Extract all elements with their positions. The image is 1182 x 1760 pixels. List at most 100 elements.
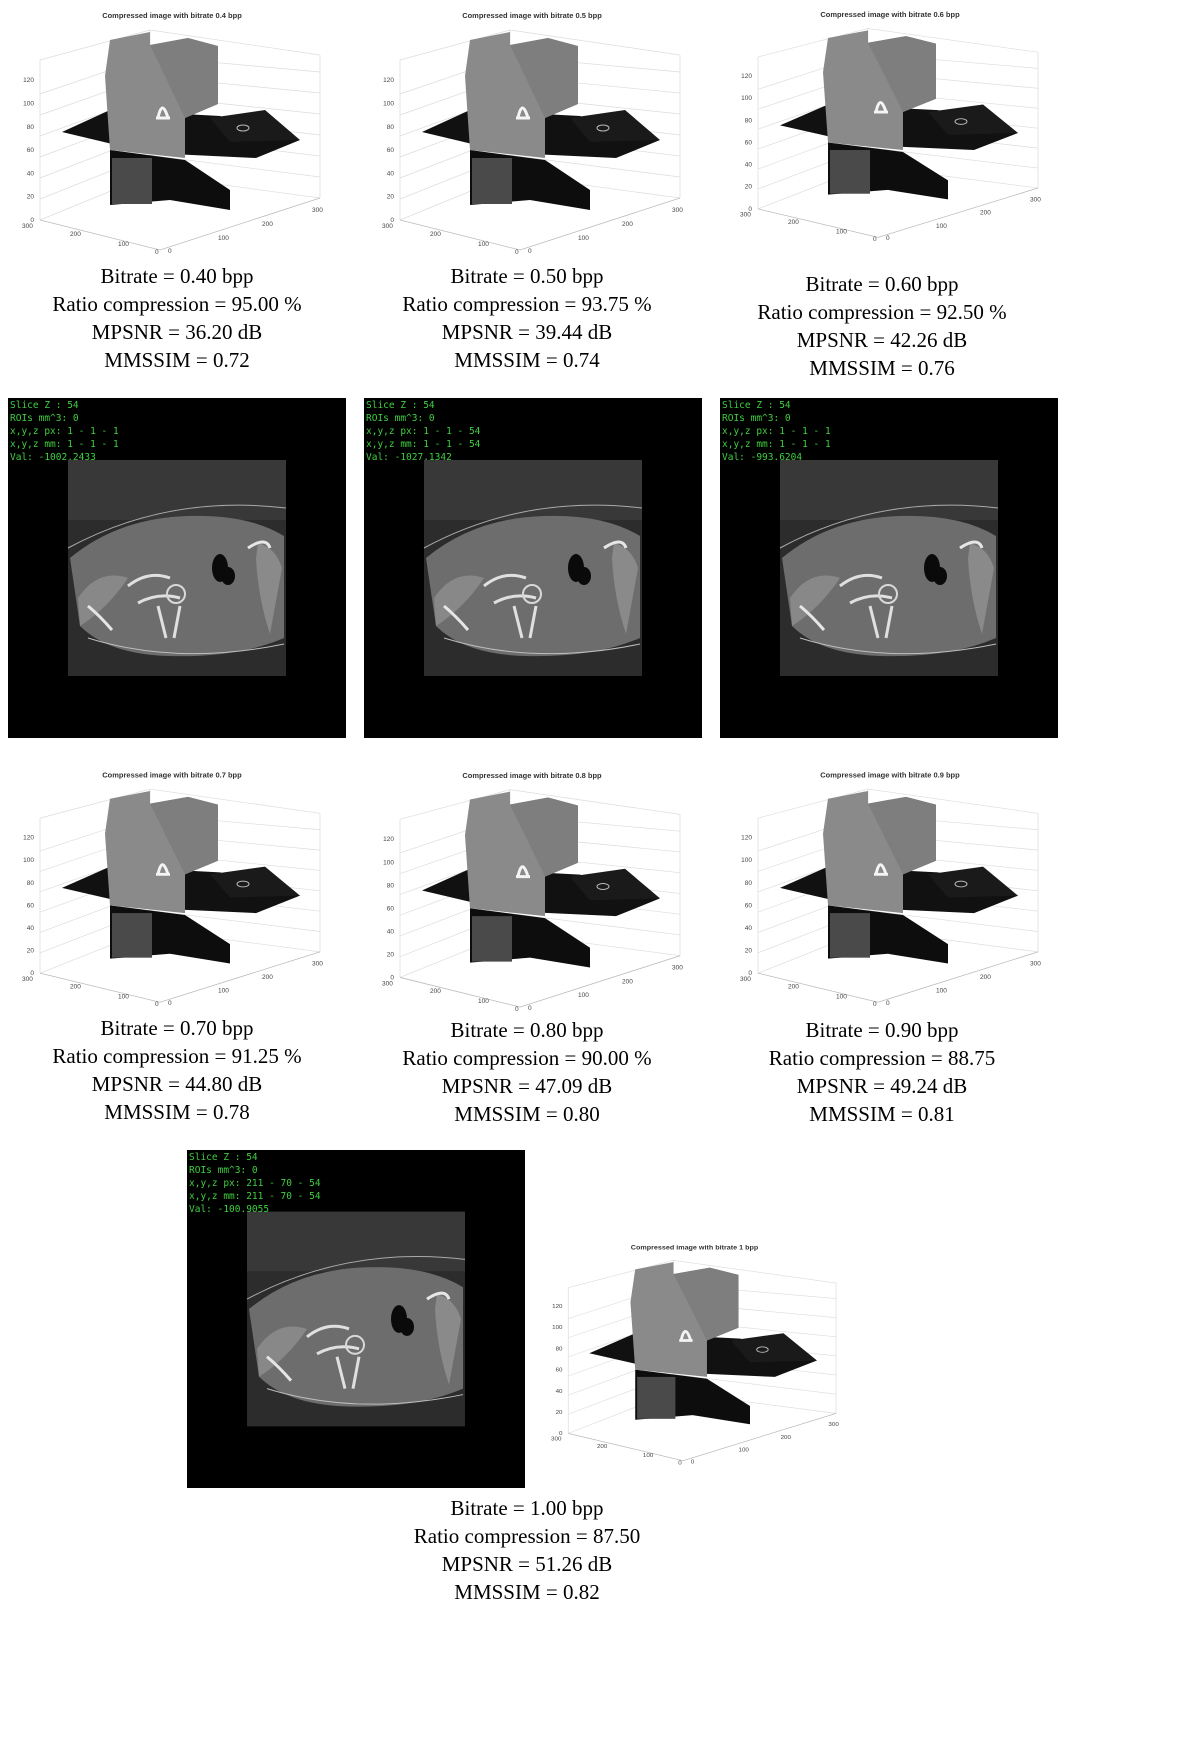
horizontal-slice-right bbox=[210, 866, 300, 898]
spine-highlight bbox=[874, 863, 888, 876]
ct-overlay-px: x,y,z px: 1 - 1 - 1 bbox=[10, 426, 119, 437]
grid-line bbox=[39, 910, 321, 954]
ct-overlay-slice: Slice Z : 54 bbox=[189, 1152, 258, 1163]
y-tick-label: 200 bbox=[788, 219, 799, 226]
y-tick-label: 200 bbox=[70, 984, 81, 991]
z-tick-label: 80 bbox=[745, 117, 753, 124]
slice-texture bbox=[637, 1376, 676, 1419]
slice-texture bbox=[112, 913, 152, 958]
spine-highlight bbox=[156, 106, 170, 120]
slice-feature bbox=[236, 880, 250, 888]
x-tick-label: 0 bbox=[886, 235, 890, 242]
x-tick-label: 300 bbox=[672, 207, 683, 214]
slice-texture bbox=[830, 913, 870, 958]
slice-texture bbox=[830, 150, 870, 194]
grid-line bbox=[757, 910, 1039, 954]
caption-mpsnr: MPSNR = 42.26 dB bbox=[796, 328, 968, 352]
y-tick-label: 100 bbox=[478, 998, 489, 1005]
z-tick-label: 0 bbox=[30, 217, 34, 224]
y-tick-label: 200 bbox=[788, 984, 799, 991]
caption-ratio: Ratio compression = 90.00 % bbox=[402, 1046, 652, 1070]
volume-plot-0: Compressed image with bitrate 0.4 bpp 0 20… bbox=[0, 0, 345, 258]
plot-title: Compressed image with bitrate 0.8 bpp bbox=[462, 771, 602, 780]
rib-highlight bbox=[799, 540, 984, 631]
ct-overlay: Slice Z : 54 ROIs mm^3: 0 x,y,z px: 1 - 1 … bbox=[366, 399, 480, 464]
z-tick-label: 20 bbox=[556, 1410, 564, 1416]
ct-image bbox=[779, 460, 999, 676]
ct-overlay-mm: x,y,z mm: 1 - 1 - 54 bbox=[366, 439, 481, 450]
vertical-slice-face bbox=[510, 797, 578, 877]
spine-highlight bbox=[874, 101, 888, 114]
ct-image bbox=[67, 460, 287, 676]
x-tick-label: 0 bbox=[168, 248, 172, 255]
slice-texture bbox=[472, 158, 512, 204]
x-tick-label: 200 bbox=[622, 221, 633, 228]
ct-overlay-rois: ROIs mm^3: 0 bbox=[722, 413, 791, 424]
y-tick-label: 200 bbox=[70, 231, 81, 238]
ct-overlay-slice: Slice Z : 54 bbox=[10, 400, 79, 411]
spine-highlight bbox=[679, 1330, 693, 1342]
caption-bitrate: Bitrate = 0.60 bpp bbox=[805, 272, 959, 296]
ct-overlay-val: Val: -1027.1342 bbox=[366, 452, 452, 463]
bone-structure bbox=[839, 573, 894, 639]
z-tick-label: 60 bbox=[387, 147, 395, 154]
z-tick-label: 80 bbox=[556, 1346, 564, 1352]
x-tick-label: 100 bbox=[218, 235, 229, 242]
ct-overlay-val: Val: -993.6204 bbox=[722, 452, 803, 463]
caption-mmssim: MMSSIM = 0.81 bbox=[809, 1102, 955, 1126]
y-tick-label: 300 bbox=[740, 212, 751, 219]
z-tick-label: 40 bbox=[556, 1389, 564, 1395]
z-tick-label: 60 bbox=[745, 140, 753, 147]
horizontal-slice-right bbox=[928, 866, 1018, 898]
z-tick-label: 120 bbox=[552, 1304, 563, 1310]
z-tick-label: 40 bbox=[27, 170, 35, 177]
ct-overlay-val: Val: -100.9055 bbox=[189, 1204, 270, 1215]
ct-overlay-mm: x,y,z mm: 1 - 1 - 1 bbox=[10, 439, 119, 450]
plot-title: Compressed image with bitrate 0.9 bpp bbox=[820, 771, 960, 780]
x-tick-label: 300 bbox=[1030, 961, 1041, 968]
vertical-slice-face bbox=[150, 38, 218, 118]
ct-overlay-mm: x,y,z mm: 1 - 1 - 1 bbox=[722, 439, 831, 450]
z-tick-label: 20 bbox=[745, 948, 753, 955]
grid-line bbox=[757, 147, 1039, 190]
ct-overlay-slice: Slice Z : 54 bbox=[722, 400, 791, 411]
y-tick-label: 300 bbox=[22, 976, 33, 983]
y-tick-label: 300 bbox=[551, 1437, 562, 1443]
y-tick-label: 300 bbox=[740, 976, 751, 983]
z-tick-label: 0 bbox=[748, 206, 752, 213]
shoulder-left bbox=[257, 1326, 307, 1377]
caption-mmssim: MMSSIM = 0.76 bbox=[809, 356, 955, 380]
spine-highlight bbox=[156, 863, 170, 876]
caption-mmssim: MMSSIM = 0.82 bbox=[454, 1580, 600, 1604]
x-tick-label: 0 bbox=[886, 1000, 890, 1007]
z-tick-label: 120 bbox=[741, 73, 752, 80]
ct-overlay: Slice Z : 54 ROIs mm^3: 0 x,y,z px: 1 - 1 … bbox=[722, 399, 831, 464]
caption-mpsnr: MPSNR = 49.24 dB bbox=[796, 1074, 968, 1098]
floor-edge bbox=[757, 187, 1039, 238]
shoulder-right bbox=[256, 543, 282, 634]
x-tick-label: 300 bbox=[312, 961, 323, 968]
x-tick-label: 200 bbox=[980, 210, 991, 217]
z-tick-label: 40 bbox=[387, 928, 395, 935]
ct-view-3: Slice Z : 54 ROIs mm^3: 0 x,y,z px: 211 - … bbox=[187, 1150, 525, 1488]
caption-mmssim: MMSSIM = 0.80 bbox=[454, 1102, 600, 1126]
x-tick-label: 200 bbox=[262, 974, 273, 981]
volume-plot-svg: Compressed image with bitrate 0.5 bpp 0 20… bbox=[382, 11, 683, 256]
z-tick-label: 100 bbox=[383, 859, 394, 866]
caption-mpsnr: MPSNR = 44.80 dB bbox=[91, 1072, 263, 1096]
y-tick-label: 300 bbox=[382, 980, 393, 987]
floor-edge bbox=[757, 951, 1039, 1003]
shoulder-left bbox=[434, 575, 484, 626]
vertebra bbox=[878, 584, 898, 604]
z-tick-label: 20 bbox=[27, 194, 35, 201]
z-tick-label: 80 bbox=[387, 882, 395, 889]
y-tick-label: 300 bbox=[22, 223, 33, 230]
x-tick-label: 200 bbox=[980, 974, 991, 981]
bone-structure bbox=[306, 1324, 361, 1389]
y-tick-label: 100 bbox=[478, 241, 489, 248]
floor-edge bbox=[568, 1413, 837, 1462]
slice-texture bbox=[472, 916, 512, 962]
y-tick-label: 200 bbox=[430, 988, 441, 995]
ct-overlay-rois: ROIs mm^3: 0 bbox=[189, 1165, 258, 1176]
bone-structure bbox=[483, 573, 538, 639]
